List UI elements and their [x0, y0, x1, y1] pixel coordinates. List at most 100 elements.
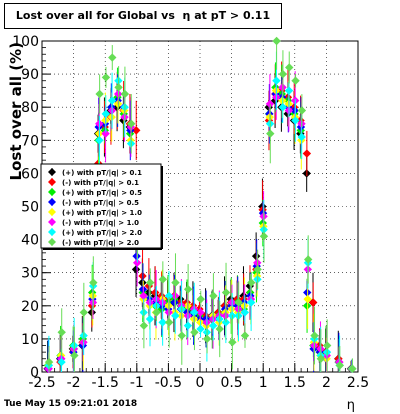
data-point — [234, 298, 243, 307]
data-point — [348, 364, 357, 373]
legend-box — [40, 163, 162, 249]
data-point — [297, 132, 306, 142]
legend-marker — [48, 208, 56, 216]
y-tick-label: 20 — [21, 299, 39, 315]
x-tick-label: 2 — [322, 375, 331, 391]
data-point — [145, 278, 155, 287]
x-tick-label: -1 — [130, 375, 144, 391]
legend-label: (+) with pT/|q| > 1.0 — [62, 209, 142, 218]
data-point — [139, 321, 149, 330]
data-point — [265, 99, 275, 109]
legend-marker — [48, 218, 56, 226]
data-point — [253, 265, 262, 274]
data-point — [131, 265, 141, 274]
data-point — [215, 324, 224, 334]
y-tick-label: 30 — [21, 266, 39, 282]
data-point — [246, 298, 256, 307]
legend-label: (+) with pT/|q| > 0.1 — [62, 169, 142, 178]
legend-label: (-) with pT/|q| > 0.5 — [62, 199, 139, 208]
data-point — [272, 36, 281, 46]
data-point — [95, 89, 104, 99]
data-point — [278, 103, 287, 112]
data-point — [335, 361, 344, 370]
data-point — [284, 86, 294, 95]
data-point — [127, 119, 136, 128]
data-point — [114, 83, 123, 92]
y-axis-title: Lost over all (%) — [7, 42, 25, 180]
legend-label: (+) with pT/|q| > 2.0 — [62, 229, 142, 238]
x-tick-label: -0.5 — [155, 375, 182, 391]
data-point — [158, 318, 167, 327]
data-point — [158, 275, 168, 284]
data-point — [228, 338, 237, 347]
y-tick-label: 40 — [21, 233, 39, 249]
data-point — [171, 311, 180, 320]
data-point — [171, 278, 180, 287]
data-point — [303, 255, 313, 264]
data-point — [302, 301, 312, 310]
legend-marker — [48, 188, 56, 196]
data-point — [209, 321, 218, 330]
data-point — [132, 258, 142, 267]
data-point — [183, 321, 193, 330]
data-point — [108, 53, 117, 62]
data-point — [79, 308, 89, 317]
data-point — [202, 334, 212, 344]
legend-label: (+) with pT/|q| > 0.5 — [62, 189, 142, 198]
data-point — [196, 294, 205, 304]
y-tick-label: 80 — [21, 100, 39, 116]
data-point — [291, 116, 300, 125]
legend-marker — [48, 168, 56, 176]
data-point — [303, 294, 312, 304]
data-point — [196, 324, 205, 334]
data-point — [164, 291, 174, 301]
data-point — [310, 331, 319, 340]
data-point — [285, 63, 294, 72]
x-tick-label: 0 — [196, 375, 205, 391]
data-point — [183, 285, 193, 294]
y-tick-label: 60 — [21, 166, 39, 182]
data-point — [101, 109, 110, 119]
data-point — [57, 357, 66, 367]
x-tick-label: 1 — [259, 375, 268, 391]
legend-marker — [48, 178, 56, 186]
data-point — [308, 298, 318, 307]
x-tick-label: -1.5 — [92, 375, 119, 391]
x-tick-label: -2 — [67, 375, 81, 391]
data-point — [291, 76, 300, 85]
chart-title-box: Lost over all for Global vs η at pT > 0.… — [4, 3, 282, 29]
legend-marker — [48, 198, 56, 206]
x-tick-label: -2.5 — [28, 375, 55, 391]
data-point — [322, 341, 332, 350]
legend-marker — [48, 238, 56, 246]
data-point — [139, 291, 148, 301]
legend-label: (-) with pT/|q| > 1.0 — [62, 219, 139, 228]
data-point — [316, 354, 326, 363]
data-point — [132, 126, 141, 135]
y-tick-label: 0 — [30, 365, 39, 381]
data-point — [302, 149, 312, 158]
data-point — [196, 308, 205, 317]
data-point — [101, 73, 111, 82]
data-point — [57, 328, 66, 337]
y-tick-label: 50 — [21, 200, 39, 216]
data-point — [209, 291, 218, 301]
data-point — [70, 351, 79, 360]
data-point — [164, 318, 174, 327]
x-tick-label: 2.5 — [347, 375, 369, 391]
y-tick-label: 100 — [12, 34, 39, 50]
data-point — [247, 278, 256, 287]
data-point — [145, 314, 155, 324]
legend-label: (-) with pT/|q| > 0.1 — [62, 179, 139, 188]
data-point — [190, 308, 199, 317]
data-point — [278, 69, 288, 79]
data-point — [266, 129, 275, 138]
data-point — [240, 331, 250, 340]
x-tick-label: 1.5 — [284, 375, 306, 391]
data-point — [221, 318, 231, 327]
data-point — [259, 232, 269, 241]
data-point — [89, 278, 98, 287]
data-point — [95, 136, 104, 145]
data-point — [272, 76, 281, 85]
